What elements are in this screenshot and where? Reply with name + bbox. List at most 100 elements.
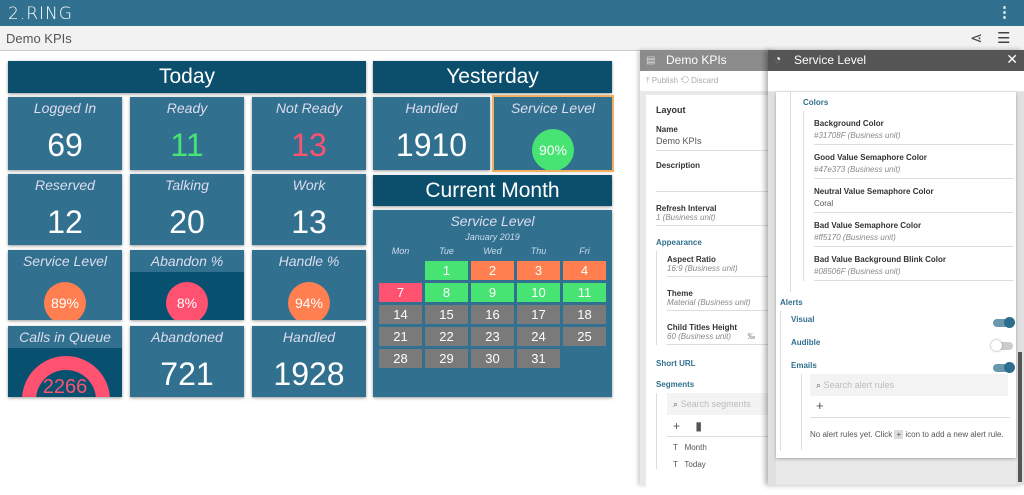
calendar-day[interactable]: 28: [379, 349, 422, 368]
refresh-label: Refresh Interval: [656, 204, 717, 213]
sl-panel-title: Service Level: [768, 50, 1024, 71]
audible-toggle[interactable]: [991, 340, 1013, 351]
kpi-tile[interactable]: Reserved 12: [8, 174, 122, 245]
calendar-day[interactable]: 15: [425, 305, 468, 324]
audible-label: Audible: [791, 338, 821, 347]
calendar-day[interactable]: 11: [563, 283, 606, 302]
search-alert-rules-input[interactable]: ⌕ Search alert rules: [810, 374, 1008, 396]
tile-title: Logged In: [33, 100, 97, 116]
calendar-day[interactable]: 18: [563, 305, 606, 324]
kpi-tile[interactable]: Handled 1910: [373, 97, 490, 170]
child-titles-field[interactable]: 60 (Business unit) ‰: [667, 332, 775, 345]
calendar-day[interactable]: 3: [517, 261, 560, 280]
publish-button[interactable]: Publish: [651, 76, 679, 85]
discard-button[interactable]: Discard: [691, 76, 719, 85]
kpi-tile[interactable]: Abandoned 721: [130, 326, 244, 397]
tile-title: Calls in Queue: [19, 329, 111, 345]
calendar-tile[interactable]: Service Level January 2019 Mon Tue Wed Thu F…: [373, 210, 612, 397]
calendar-day[interactable]: 30: [471, 349, 514, 368]
color-field[interactable]: Bad Value Background Blink Color #08506F …: [814, 247, 1013, 281]
list-icon[interactable]: ☰: [997, 30, 1011, 47]
layout-panel: Demo KPIs ▤ ⤒ Publish ⟲ Discard Layout N…: [640, 50, 775, 495]
close-icon[interactable]: ✕: [1006, 51, 1018, 67]
calendar-day: [379, 261, 422, 280]
field-value: #08506F (Business unit): [814, 267, 901, 276]
kpi-tile[interactable]: Abandon % 8%: [130, 250, 244, 320]
tile-value: 20: [169, 204, 205, 240]
field-label: Neutral Value Semaphore Color: [814, 187, 934, 196]
semaphore-circle: 89%: [44, 282, 86, 320]
tile-title: Handled: [405, 100, 458, 116]
calendar-day[interactable]: 17: [517, 305, 560, 324]
share-icon[interactable]: ⋖: [970, 30, 983, 47]
search-segments-input[interactable]: ⌕ Search segments: [667, 393, 775, 415]
calendar-day[interactable]: 10: [517, 283, 560, 302]
tile-value: 1910: [395, 127, 468, 163]
short-url-link[interactable]: Short URL: [656, 359, 696, 368]
calendar-day[interactable]: 23: [471, 327, 514, 346]
calendar-day[interactable]: 9: [471, 283, 514, 302]
segment-item[interactable]: T Today: [673, 460, 706, 469]
kpi-tile[interactable]: Ready 11: [130, 97, 244, 170]
tile-title: Ready: [166, 100, 208, 116]
tile-title: Handle %: [278, 253, 340, 269]
name-label: Name: [656, 125, 678, 134]
tile-value: 12: [47, 204, 83, 240]
calendar-day[interactable]: 7: [379, 283, 422, 302]
theme-label: Theme: [667, 289, 693, 298]
search-alert-placeholder: Search alert rules: [823, 380, 895, 390]
kpi-tile[interactable]: Not Ready 13: [252, 97, 366, 170]
kpi-tile[interactable]: Service Level 89%: [8, 250, 122, 320]
calendar-day[interactable]: 29: [425, 349, 468, 368]
calendar-day[interactable]: 8: [425, 283, 468, 302]
calendar-day[interactable]: 4: [563, 261, 606, 280]
description-field[interactable]: [656, 170, 775, 192]
kpi-tile[interactable]: Talking 20: [130, 174, 244, 245]
calendar-day[interactable]: 1: [425, 261, 468, 280]
semaphore-circle: 94%: [288, 282, 330, 320]
calendar-day[interactable]: 21: [379, 327, 422, 346]
calendar-day[interactable]: 14: [379, 305, 422, 324]
name-field[interactable]: Demo KPIs: [656, 134, 775, 151]
scrollbar[interactable]: [1016, 92, 1024, 485]
emails-toggle[interactable]: [993, 362, 1015, 373]
kpi-tile[interactable]: Logged In 69: [8, 97, 122, 170]
kpi-tile[interactable]: Service Level 90%: [492, 95, 614, 172]
calendar-day[interactable]: 2: [471, 261, 514, 280]
visual-toggle[interactable]: [993, 317, 1015, 328]
tile-title: Work: [292, 177, 326, 193]
aspect-field[interactable]: 16:9 (Business unit): [667, 264, 775, 277]
segment-item[interactable]: T Month: [673, 443, 707, 452]
discard-icon[interactable]: ⟲: [680, 76, 689, 85]
add-alert-rule-button[interactable]: +: [810, 396, 1010, 418]
sub-header: Demo KPIs ⋖ ☰: [0, 26, 1024, 51]
calendar-day[interactable]: 22: [425, 327, 468, 346]
kpi-tile[interactable]: Handled 1928: [252, 326, 366, 397]
color-field[interactable]: Good Value Semaphore Color #47e373 (Busin…: [814, 145, 1013, 179]
color-field[interactable]: Neutral Value Semaphore Color Coral: [814, 179, 1013, 213]
tile-title: Not Ready: [275, 100, 343, 116]
tile-value: 11: [170, 127, 204, 163]
calendar-day[interactable]: 16: [471, 305, 514, 324]
plus-icon: +: [894, 430, 904, 439]
refresh-field[interactable]: 1 (Business unit): [656, 213, 775, 226]
tile-title: Abandon %: [150, 253, 224, 269]
kpi-tile[interactable]: Calls in Queue 2266: [8, 326, 122, 397]
publish-icon[interactable]: ⤒: [646, 76, 650, 85]
calendar-day[interactable]: 24: [517, 327, 560, 346]
color-field[interactable]: Bad Value Semaphore Color #ff5170 (Busine…: [814, 213, 1013, 247]
kpi-tile[interactable]: Handle % 94%: [252, 250, 366, 320]
color-field[interactable]: Background Color #31708F (Business unit): [814, 111, 1013, 145]
more-vert-icon[interactable]: ⋮: [997, 4, 1012, 21]
empty-text-a: No alert rules yet. Click: [810, 430, 893, 439]
theme-field[interactable]: Material (Business unit): [667, 298, 775, 311]
tile-value: 721: [160, 356, 214, 392]
today-header: Today: [8, 61, 366, 93]
add-icon[interactable]: +: [673, 419, 681, 433]
calendar-day[interactable]: 31: [517, 349, 560, 368]
calendar-day[interactable]: 25: [563, 327, 606, 346]
kpi-tile[interactable]: Work 13: [252, 174, 366, 245]
search-icon: ⌕: [673, 399, 679, 409]
gauge-icon: ◔: [774, 52, 782, 66]
trash-icon[interactable]: ▮: [695, 419, 702, 433]
